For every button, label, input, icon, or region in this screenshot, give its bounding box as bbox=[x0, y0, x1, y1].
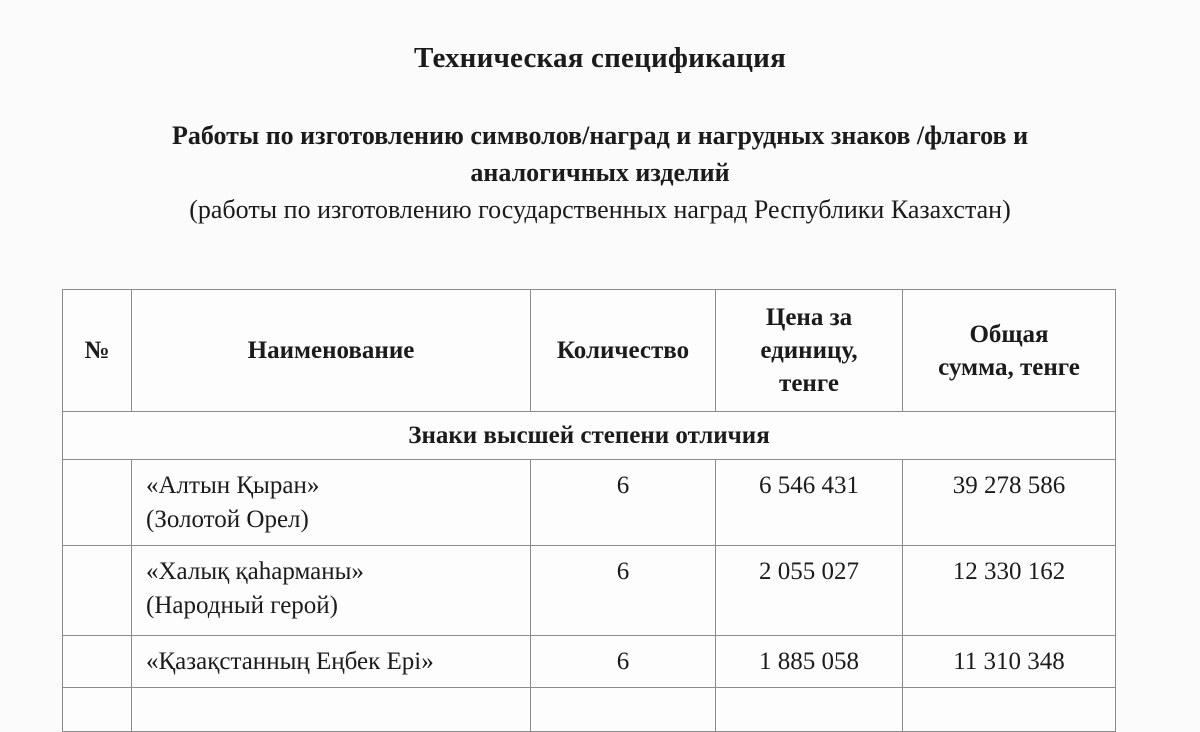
cell-unit-price bbox=[715, 687, 903, 732]
cell-no bbox=[62, 545, 132, 636]
document-heading: Работы по изготовлению символов/наград и… bbox=[0, 117, 1200, 191]
award-name-translation: (Народный герой) bbox=[146, 592, 339, 619]
heading-line-1: Работы по изготовлению символов/наград и… bbox=[171, 121, 1029, 150]
col-header-unit-price-line3: тенге bbox=[779, 370, 839, 397]
cell-quantity: 6 bbox=[530, 545, 716, 636]
award-name: «Алтын Қыран» bbox=[146, 472, 320, 499]
col-header-total-line2: сумма, тенге bbox=[938, 353, 1080, 381]
col-header-quantity: Количество bbox=[530, 289, 716, 412]
col-header-quantity-label: Количество bbox=[556, 337, 690, 364]
specification-table: № Наименование Количество Цена за единиц… bbox=[62, 289, 1116, 732]
col-header-name: Наименование bbox=[131, 289, 531, 412]
table-header-row: № Наименование Количество Цена за единиц… bbox=[62, 289, 1116, 412]
cell-total: 39 278 586 bbox=[902, 459, 1116, 546]
heading-line-2: аналогичных изделий bbox=[470, 158, 730, 187]
cell-no bbox=[62, 459, 132, 546]
cell-no bbox=[62, 635, 132, 688]
cell-name bbox=[131, 687, 531, 732]
cell-total: 11 310 348 bbox=[902, 635, 1116, 688]
cell-quantity bbox=[530, 687, 716, 732]
cell-name: «Алтын Қыран» (Золотой Орел) bbox=[131, 459, 531, 546]
col-header-unit-price-line1: Цена за bbox=[765, 304, 853, 331]
cell-unit-price: 1 885 058 bbox=[715, 635, 903, 688]
table-row-partial bbox=[62, 687, 1116, 732]
document-subheading: (работы по изготовлению государственных … bbox=[189, 195, 1011, 224]
table-row: «Қазақстанның Еңбек Ері» 6 1 885 058 11 … bbox=[62, 635, 1116, 688]
table-row: «Алтын Қыран» (Золотой Орел) 6 6 546 431… bbox=[62, 459, 1116, 546]
cell-name: «Қазақстанның Еңбек Ері» bbox=[131, 635, 531, 688]
page-title: Техническая спецификация bbox=[414, 42, 786, 74]
award-name-translation: (Золотой Орел) bbox=[146, 506, 309, 533]
col-header-no-label: № bbox=[84, 337, 110, 364]
col-header-unit-price-line2: единицу, bbox=[760, 337, 858, 364]
col-header-total: Общая сумма, тенге bbox=[902, 289, 1116, 412]
col-header-name-label: Наименование bbox=[247, 337, 415, 364]
table-section-row: Знаки высшей степени отличия bbox=[62, 411, 1116, 460]
table-row: «Халық қаһарманы» (Народный герой) 6 2 0… bbox=[62, 545, 1116, 636]
cell-quantity: 6 bbox=[530, 459, 716, 546]
award-name: «Халық қаһарманы» bbox=[146, 558, 364, 585]
award-name: «Қазақстанның Еңбек Ері» bbox=[146, 648, 434, 675]
cell-name: «Халық қаһарманы» (Народный герой) bbox=[131, 545, 531, 636]
col-header-unit-price: Цена за единицу, тенге bbox=[715, 289, 903, 412]
cell-total: 12 330 162 bbox=[902, 545, 1116, 636]
cell-no bbox=[62, 687, 132, 732]
col-header-no: № bbox=[62, 289, 132, 412]
cell-unit-price: 6 546 431 bbox=[715, 459, 903, 546]
section-row-title: Знаки высшей степени отличия bbox=[62, 411, 1116, 460]
cell-total bbox=[902, 687, 1116, 732]
cell-unit-price: 2 055 027 bbox=[715, 545, 903, 636]
col-header-total-line1: Общая bbox=[969, 320, 1049, 348]
cell-quantity: 6 bbox=[530, 635, 716, 688]
